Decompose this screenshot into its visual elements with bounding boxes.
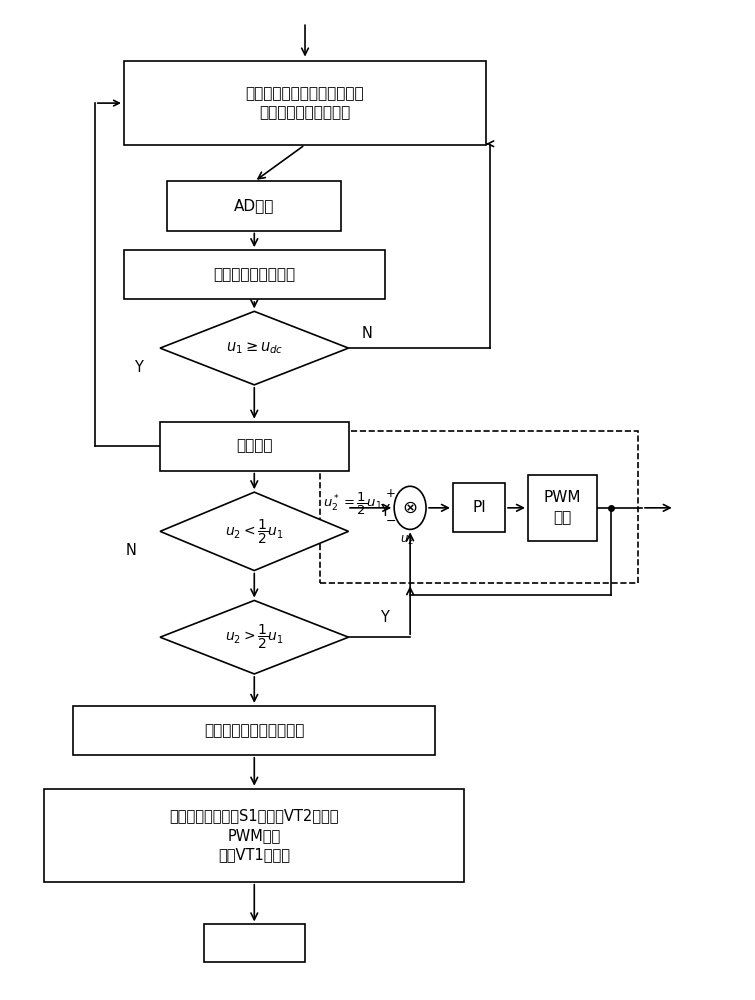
Bar [319,431,639,583]
Text: 判断是否为故障信号: 判断是否为故障信号 [213,267,295,282]
Text: PWM
调节: PWM 调节 [544,490,581,525]
Text: AD转换: AD转换 [234,198,275,214]
Text: N: N [361,326,372,341]
Text: $u_2^*=\dfrac{1}{2}u_1$: $u_2^*=\dfrac{1}{2}u_1$ [323,491,383,517]
Bar [160,422,349,471]
Bar [204,924,305,962]
Text: 执行中断: 执行中断 [236,439,273,454]
Text: $u_2$: $u_2$ [400,534,414,547]
Circle shape [394,486,426,529]
Text: 检测故障隔离或故障消失: 检测故障隔离或故障消失 [204,723,304,738]
Text: $-$: $-$ [385,514,396,527]
Text: +: + [386,487,396,500]
Text: PI: PI [472,500,486,515]
Bar [453,483,505,532]
Text: Y: Y [134,360,143,375]
Text: 控制直流切换开关S1关合与VT2断开，
PWM信号
控制VT1的闭锁: 控制直流切换开关S1关合与VT2断开， PWM信号 控制VT1的闭锁 [170,808,339,862]
Text: Y: Y [381,610,389,625]
Bar [528,475,596,541]
Text: 实时检测逆变端的直流侧母线
电压和交流侧母线电压: 实时检测逆变端的直流侧母线 电压和交流侧母线电压 [245,86,365,120]
Bar [168,182,341,231]
Text: $\otimes$: $\otimes$ [402,499,418,517]
Bar [124,61,486,145]
Text: N: N [125,543,137,558]
Polygon shape [160,492,349,571]
Bar [124,250,385,299]
Bar [44,789,464,882]
Bar [73,706,436,755]
Text: $u_2 < \dfrac{1}{2}u_1$: $u_2 < \dfrac{1}{2}u_1$ [225,517,284,546]
Polygon shape [160,600,349,674]
Text: $u_2 > \dfrac{1}{2}u_1$: $u_2 > \dfrac{1}{2}u_1$ [225,623,284,651]
Polygon shape [160,311,349,385]
Text: $u_1 \geq u_{dc}$: $u_1 \geq u_{dc}$ [226,340,283,356]
Text: Y: Y [381,504,389,519]
